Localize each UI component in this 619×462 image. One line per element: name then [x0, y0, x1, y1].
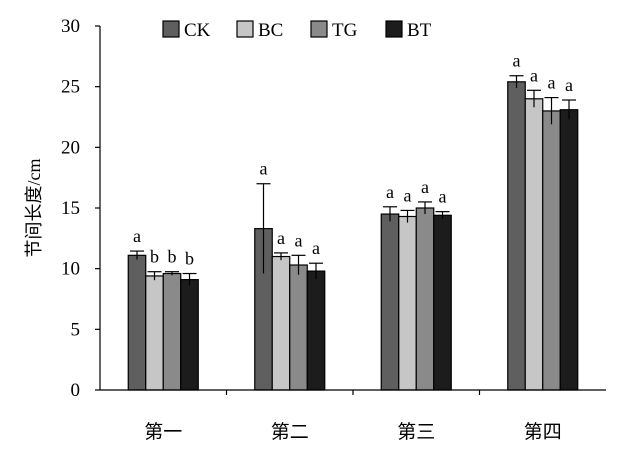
legend-label-bc: BC [258, 20, 283, 41]
legend-swatch-tg [310, 20, 328, 38]
bar-bc [271, 255, 291, 391]
x-category-label: 第三 [397, 421, 435, 443]
x-categories-group: 第一 第二 第三 第四 [144, 390, 562, 443]
legend-swatch-bt [385, 20, 403, 38]
bar-bt [559, 109, 579, 391]
significance-label: a [439, 187, 447, 207]
bar-tg [162, 272, 182, 391]
significance-label: a [133, 226, 141, 246]
significance-label: a [421, 177, 429, 197]
bar-bt [433, 214, 452, 391]
y-tick-label: 15 [61, 198, 80, 219]
bar-bc [398, 215, 417, 391]
bar-bt [180, 278, 199, 391]
y-tick-label: 5 [71, 319, 81, 340]
significance-label: a [277, 228, 285, 248]
bar-ck [507, 81, 526, 391]
significance-label: b [150, 247, 159, 267]
bar-tg [542, 110, 561, 391]
significance-label: a [404, 185, 412, 205]
bar-ck [127, 254, 147, 391]
bar-bc [145, 275, 164, 391]
significance-label: b [168, 247, 177, 267]
y-tick-label: 20 [61, 137, 80, 158]
bar-bc [524, 98, 544, 391]
y-tick-label: 0 [71, 380, 81, 401]
bar-bt [306, 270, 326, 391]
legend: CK BC TG BT [162, 20, 432, 41]
x-category-label: 第二 [271, 421, 309, 443]
significance-label: b [185, 249, 194, 269]
legend-label-ck: CK [184, 20, 211, 41]
y-tick-label: 10 [61, 259, 80, 280]
x-category-label: 第四 [524, 421, 562, 443]
bar-ck [380, 213, 400, 391]
legend-label-bt: BT [407, 20, 432, 41]
significance-label: a [530, 65, 538, 85]
significance-label: a [386, 182, 394, 202]
bar-tg [289, 264, 308, 391]
y-axis-title: 节间长度/cm [24, 159, 44, 258]
significance-label: a [513, 51, 521, 71]
bars-group: ab b baa a aa a a aaa a a [127, 51, 579, 391]
legend-swatch-ck [162, 20, 180, 38]
legend-swatch-bc [236, 20, 254, 38]
significance-label: a [312, 238, 320, 258]
significance-label: a [260, 159, 268, 179]
significance-label: a [295, 230, 303, 250]
legend-label-tg: TG [332, 20, 358, 41]
y-ticks-group: 0 5 10 15 20 25 30 [61, 16, 100, 401]
y-tick-label: 30 [61, 16, 80, 37]
bar-tg [415, 207, 435, 391]
significance-label: a [565, 75, 573, 95]
y-tick-label: 25 [61, 77, 80, 98]
significance-label: a [548, 73, 556, 93]
x-category-label: 第一 [144, 421, 182, 443]
